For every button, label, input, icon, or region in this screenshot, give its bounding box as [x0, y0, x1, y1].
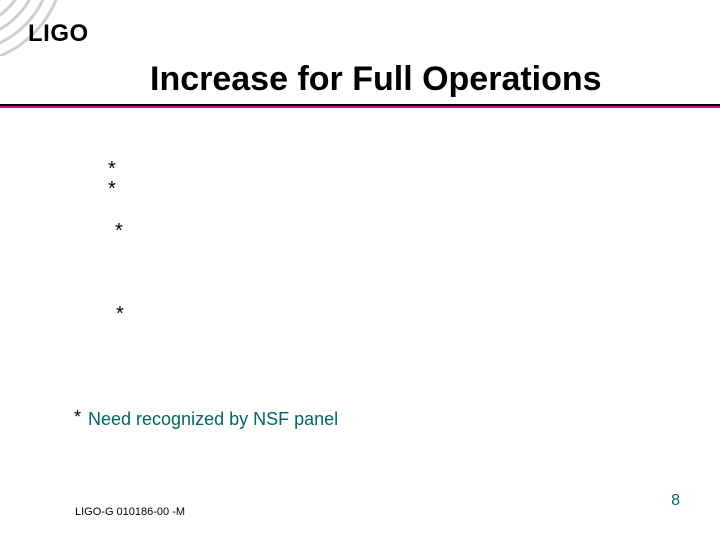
document-number: LIGO-G 010186-00 -M: [75, 506, 185, 518]
footnote-text: Need recognized by NSF panel: [88, 409, 338, 430]
slide-title: Increase for Full Operations: [150, 60, 602, 99]
page-number: 8: [671, 492, 680, 510]
logo-text: LIGO: [28, 20, 89, 48]
footnote-asterisk: *: [74, 407, 81, 428]
title-rule-magenta: [0, 106, 720, 108]
body-asterisk: *: [115, 220, 123, 243]
slide: LIGO Increase for Full Operations **** *…: [0, 0, 720, 540]
body-asterisk: *: [108, 178, 116, 201]
body-asterisk: *: [116, 303, 124, 326]
